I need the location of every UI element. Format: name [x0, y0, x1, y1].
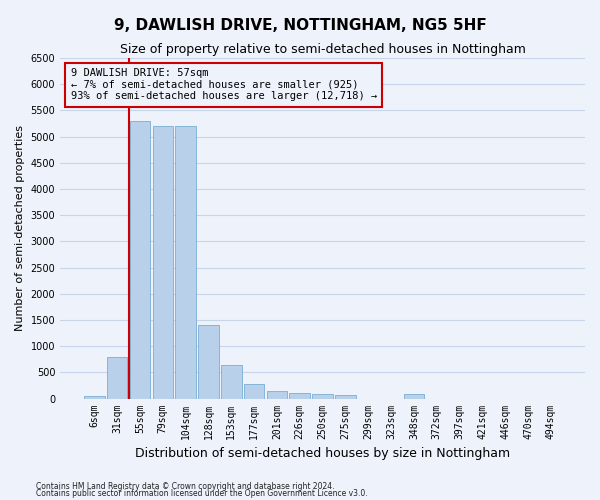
Bar — [289, 394, 310, 398]
X-axis label: Distribution of semi-detached houses by size in Nottingham: Distribution of semi-detached houses by … — [135, 447, 510, 460]
Bar — [130, 121, 150, 398]
Text: 9 DAWLISH DRIVE: 57sqm
← 7% of semi-detached houses are smaller (925)
93% of sem: 9 DAWLISH DRIVE: 57sqm ← 7% of semi-deta… — [71, 68, 377, 102]
Bar — [244, 384, 265, 398]
Title: Size of property relative to semi-detached houses in Nottingham: Size of property relative to semi-detach… — [119, 42, 526, 56]
Bar — [175, 126, 196, 398]
Bar — [404, 394, 424, 398]
Bar — [313, 394, 333, 398]
Y-axis label: Number of semi-detached properties: Number of semi-detached properties — [15, 126, 25, 332]
Bar — [152, 126, 173, 398]
Text: Contains public sector information licensed under the Open Government Licence v3: Contains public sector information licen… — [36, 489, 368, 498]
Bar — [335, 395, 356, 398]
Bar — [84, 396, 104, 398]
Bar — [266, 390, 287, 398]
Text: Contains HM Land Registry data © Crown copyright and database right 2024.: Contains HM Land Registry data © Crown c… — [36, 482, 335, 491]
Bar — [221, 364, 242, 398]
Bar — [198, 325, 219, 398]
Text: 9, DAWLISH DRIVE, NOTTINGHAM, NG5 5HF: 9, DAWLISH DRIVE, NOTTINGHAM, NG5 5HF — [113, 18, 487, 32]
Bar — [107, 356, 127, 399]
